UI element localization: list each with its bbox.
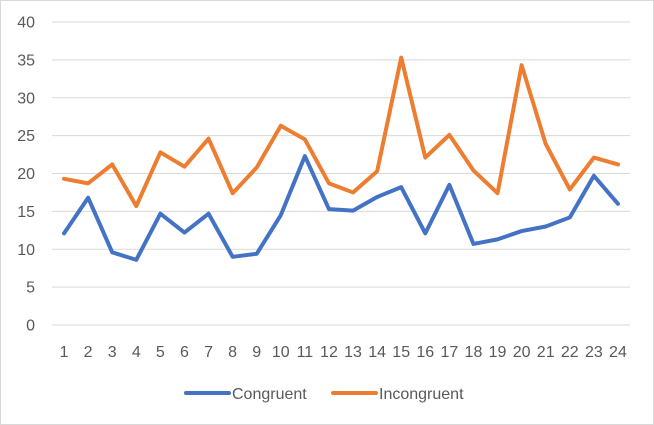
- y-tick-label: 15: [17, 204, 35, 221]
- series-line-incongruent: [62, 55, 620, 209]
- series-lines: [62, 55, 620, 262]
- x-tick-label: 18: [465, 344, 483, 361]
- x-axis-ticks: 1 2 3 4 5 6 7 8 9 10 11 12 13 14 15 16 17 18 19 20 21 22 23 24: [60, 344, 627, 361]
- y-tick-label: 25: [17, 128, 35, 145]
- x-tick-label: 21: [537, 344, 555, 361]
- x-tick-label: 14: [368, 344, 386, 361]
- y-tick-label: 0: [26, 318, 35, 335]
- x-tick-label: 11: [297, 344, 314, 361]
- x-tick-label: 5: [156, 344, 165, 361]
- y-tick-label: 35: [17, 52, 35, 69]
- legend-label-congruent: Congruent: [232, 386, 307, 403]
- y-tick-label: 5: [26, 280, 35, 297]
- x-tick-label: 12: [320, 344, 338, 361]
- y-tick-label: 40: [17, 15, 35, 32]
- legend-label-incongruent: Incongruent: [379, 386, 464, 403]
- y-tick-label: 30: [17, 90, 35, 107]
- gridlines: [52, 21, 630, 326]
- x-tick-label: 17: [440, 344, 458, 361]
- x-tick-label: 6: [180, 344, 189, 361]
- x-tick-label: 19: [489, 344, 507, 361]
- x-tick-label: 13: [344, 344, 362, 361]
- series-line-congruent: [62, 154, 620, 262]
- x-tick-label: 24: [609, 344, 627, 361]
- legend: Congruent Incongruent: [184, 386, 464, 403]
- x-tick-label: 8: [228, 344, 237, 361]
- x-tick-label: 9: [252, 344, 261, 361]
- x-tick-label: 22: [561, 344, 579, 361]
- x-tick-label: 23: [585, 344, 603, 361]
- y-axis-ticks: 0 5 10 15 20 25 30 35 40: [17, 15, 35, 335]
- x-tick-label: 10: [272, 344, 290, 361]
- y-tick-label: 10: [17, 242, 35, 259]
- x-tick-label: 2: [84, 344, 93, 361]
- x-tick-label: 15: [392, 344, 410, 361]
- x-tick-label: 16: [416, 344, 434, 361]
- x-tick-label: 7: [204, 344, 213, 361]
- x-tick-label: 1: [60, 344, 69, 361]
- y-tick-label: 20: [17, 166, 35, 183]
- x-tick-label: 3: [108, 344, 117, 361]
- x-tick-label: 20: [513, 344, 531, 361]
- x-tick-label: 4: [132, 344, 141, 361]
